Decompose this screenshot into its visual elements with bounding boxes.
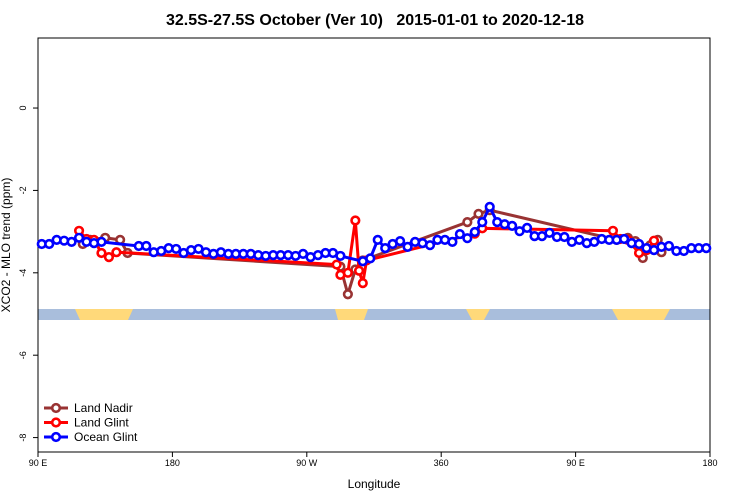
legend-label: Land Nadir bbox=[74, 401, 133, 415]
data-point bbox=[365, 253, 376, 264]
data-point bbox=[331, 259, 342, 270]
legend-marker bbox=[50, 402, 62, 414]
y-axis-label: XCO2 - MLO trend (ppm) bbox=[0, 178, 13, 313]
data-point bbox=[96, 247, 107, 259]
x-tick-label: 180 bbox=[702, 458, 717, 468]
data-point bbox=[171, 243, 182, 255]
data-point bbox=[395, 235, 406, 247]
data-point bbox=[663, 240, 675, 252]
legend-marker bbox=[50, 417, 62, 428]
data-point bbox=[96, 236, 107, 248]
data-point bbox=[462, 217, 473, 228]
x-axis-label: Longitude bbox=[348, 477, 401, 491]
data-point bbox=[402, 241, 413, 252]
land-strip bbox=[75, 309, 133, 320]
ocean-strip bbox=[38, 309, 710, 320]
x-tick-label: 360 bbox=[434, 458, 449, 468]
data-point bbox=[424, 240, 436, 251]
data-point bbox=[469, 226, 480, 238]
data-point bbox=[701, 242, 712, 254]
x-tick-label: 90 E bbox=[29, 458, 48, 468]
legend-label: Ocean Glint bbox=[74, 430, 138, 444]
data-point bbox=[447, 236, 458, 248]
land-strip bbox=[335, 309, 368, 320]
data-point bbox=[372, 234, 383, 245]
data-point bbox=[607, 225, 619, 236]
data-point bbox=[507, 220, 518, 231]
surface-strip bbox=[38, 309, 710, 320]
land-strip bbox=[612, 309, 670, 320]
x-tick-label: 90 E bbox=[566, 458, 585, 468]
land-strip bbox=[466, 309, 490, 320]
data-point bbox=[648, 235, 660, 246]
data-point bbox=[342, 267, 353, 278]
x-tick-label: 180 bbox=[165, 458, 180, 468]
data-point bbox=[342, 289, 353, 300]
data-point bbox=[544, 227, 555, 238]
data-point bbox=[559, 231, 570, 243]
x-tick-label: 90 W bbox=[296, 458, 318, 468]
y-tick-label: 0 bbox=[18, 106, 28, 111]
data-point bbox=[477, 217, 488, 228]
data-point bbox=[619, 233, 630, 245]
data-point bbox=[462, 233, 473, 244]
legend-marker bbox=[50, 431, 62, 443]
data-point bbox=[335, 250, 346, 262]
data-point bbox=[521, 222, 533, 234]
data-point bbox=[103, 252, 115, 263]
y-tick-label: -6 bbox=[18, 351, 28, 359]
data-point bbox=[111, 247, 122, 258]
y-tick-label: -2 bbox=[18, 186, 28, 194]
data-point bbox=[454, 228, 465, 240]
data-point bbox=[66, 236, 77, 248]
data-point bbox=[44, 238, 55, 250]
data-point bbox=[357, 278, 368, 289]
data-point bbox=[73, 232, 85, 243]
chart-title: 32.5S-27.5S October (Ver 10) 2015-01-01 … bbox=[166, 12, 584, 29]
data-point bbox=[350, 215, 361, 226]
data-point bbox=[380, 242, 391, 254]
data-point bbox=[484, 201, 495, 212]
data-point bbox=[633, 238, 645, 250]
y-tick-label: -8 bbox=[18, 434, 28, 442]
y-tick-label: -4 bbox=[18, 269, 28, 277]
legend-label: Land Glint bbox=[74, 416, 129, 430]
data-point bbox=[353, 265, 365, 276]
data-point bbox=[473, 208, 484, 219]
data-point bbox=[141, 240, 152, 252]
